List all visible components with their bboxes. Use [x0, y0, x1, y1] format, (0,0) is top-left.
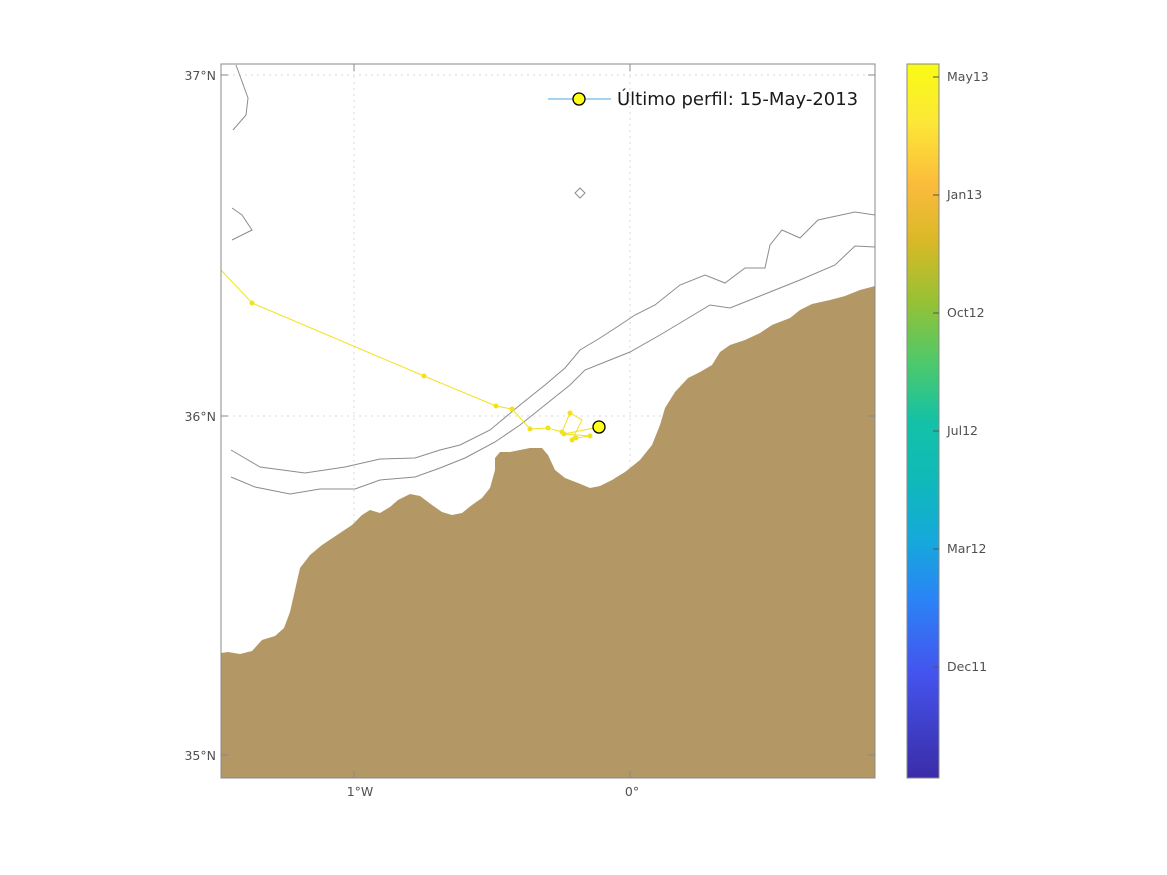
colorbar-gradient — [906, 63, 940, 779]
lat-tick-label: 36°N — [184, 409, 216, 424]
isobaths — [230, 64, 875, 495]
profile-point — [545, 425, 551, 431]
profile-point — [509, 406, 515, 412]
isobath-inner — [230, 245, 875, 495]
colorbar: May13 Jan13 Oct12 Jul12 Mar12 Dec11 — [906, 63, 989, 779]
float-profiles — [249, 300, 593, 443]
colorbar-tick-label: Oct12 — [947, 305, 985, 320]
profile-point — [569, 437, 575, 443]
legend-marker-icon — [572, 92, 586, 106]
profile-point — [561, 431, 567, 437]
lon-tick-label: 0° — [625, 784, 639, 799]
isobath-outer — [230, 211, 875, 474]
legend-label: Último perfil: 15-May-2013 — [617, 88, 858, 110]
profile-point — [421, 373, 427, 379]
coast-fragment-nw — [232, 64, 249, 131]
islet-marker — [574, 187, 586, 199]
colorbar-tick-label: Jul12 — [946, 423, 978, 438]
last-profile-marker — [592, 420, 606, 434]
axis-ticks — [221, 64, 875, 778]
colorbar-tick-label: Jan13 — [946, 187, 982, 202]
land-mass — [221, 286, 875, 778]
lon-tick-label: 1°W — [347, 784, 374, 799]
lat-tick-label: 37°N — [184, 68, 216, 83]
colorbar-tick-label: Mar12 — [947, 541, 987, 556]
legend: Último perfil: 15-May-2013 — [548, 88, 858, 110]
colorbar-tick-label: Dec11 — [947, 659, 987, 674]
profile-point — [587, 433, 593, 439]
coast-fragment-w — [231, 207, 253, 241]
profile-point — [567, 410, 573, 416]
colorbar-tick-label: May13 — [947, 69, 989, 84]
profile-point — [249, 300, 255, 306]
profile-point — [527, 426, 533, 432]
plot-frame — [220, 63, 876, 779]
lat-tick-label: 35°N — [184, 748, 216, 763]
profile-point — [573, 435, 579, 441]
profile-point — [493, 403, 499, 409]
